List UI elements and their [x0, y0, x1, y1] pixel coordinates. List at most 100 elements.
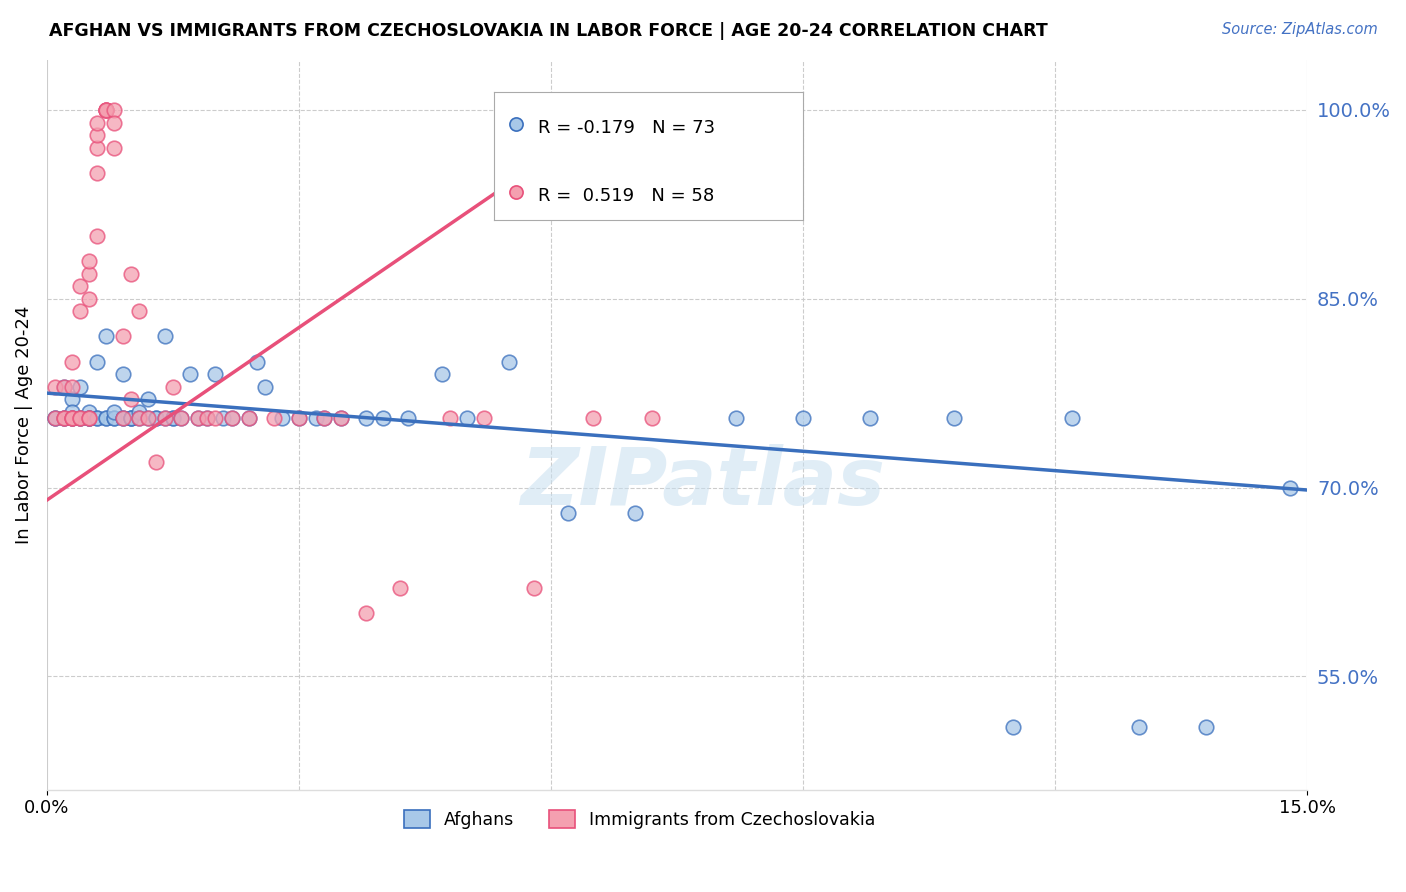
Point	[111, 368, 134, 382]
Text: AFGHAN VS IMMIGRANTS FROM CZECHOSLOVAKIA IN LABOR FORCE | AGE 20-24 CORRELATION : AFGHAN VS IMMIGRANTS FROM CZECHOSLOVAKIA…	[49, 22, 1047, 40]
Point	[136, 411, 159, 425]
Point	[1128, 720, 1150, 734]
Point	[120, 392, 142, 407]
Point	[77, 405, 100, 419]
Point	[170, 411, 193, 425]
Point	[44, 411, 66, 425]
Point	[86, 128, 108, 142]
Point	[77, 411, 100, 425]
Point	[69, 411, 91, 425]
Point	[77, 254, 100, 268]
Point	[388, 581, 411, 595]
Point	[52, 411, 75, 425]
Point	[1060, 411, 1083, 425]
Point	[69, 411, 91, 425]
Point	[94, 103, 117, 117]
Point	[254, 380, 277, 394]
Point	[1279, 481, 1302, 495]
Point	[111, 411, 134, 425]
Point	[145, 455, 167, 469]
Point	[624, 506, 647, 520]
Y-axis label: In Labor Force | Age 20-24: In Labor Force | Age 20-24	[15, 305, 32, 544]
Point	[145, 411, 167, 425]
Point	[288, 411, 311, 425]
Point	[943, 411, 966, 425]
Point	[263, 411, 285, 425]
Point	[103, 103, 125, 117]
Point	[354, 607, 377, 621]
Point	[179, 368, 201, 382]
Point	[430, 368, 453, 382]
Point	[86, 166, 108, 180]
Point	[238, 411, 260, 425]
Point	[69, 411, 91, 425]
Point	[523, 581, 546, 595]
Point	[120, 411, 142, 425]
Point	[354, 411, 377, 425]
Point	[86, 115, 108, 129]
Point	[44, 411, 66, 425]
Text: Source: ZipAtlas.com: Source: ZipAtlas.com	[1222, 22, 1378, 37]
Point	[60, 392, 83, 407]
Point	[86, 141, 108, 155]
Point	[330, 411, 353, 425]
Point	[94, 329, 117, 343]
Point	[86, 228, 108, 243]
Point	[77, 411, 100, 425]
Point	[94, 411, 117, 425]
Point	[120, 411, 142, 425]
Point	[60, 411, 83, 425]
Point	[60, 411, 83, 425]
Point	[128, 411, 150, 425]
Point	[120, 267, 142, 281]
Point	[145, 411, 167, 425]
Point	[724, 411, 747, 425]
Point	[69, 279, 91, 293]
Point	[330, 411, 353, 425]
Point	[153, 411, 176, 425]
Point	[238, 411, 260, 425]
Point	[77, 411, 100, 425]
Point	[60, 411, 83, 425]
Point	[187, 411, 209, 425]
Legend: Afghans, Immigrants from Czechoslovakia: Afghans, Immigrants from Czechoslovakia	[396, 803, 882, 836]
Point	[111, 411, 134, 425]
Point	[52, 411, 75, 425]
Point	[52, 411, 75, 425]
Point	[314, 411, 336, 425]
Point	[204, 411, 226, 425]
Point	[153, 411, 176, 425]
Point	[94, 103, 117, 117]
Point	[128, 411, 150, 425]
Point	[77, 267, 100, 281]
Point	[204, 368, 226, 382]
Point	[305, 411, 328, 425]
Point	[195, 411, 218, 425]
Point	[86, 411, 108, 425]
Point	[221, 411, 243, 425]
Point	[195, 411, 218, 425]
Point	[439, 411, 461, 425]
Point	[44, 411, 66, 425]
Point	[128, 405, 150, 419]
Point	[582, 411, 605, 425]
Point	[60, 380, 83, 394]
Point	[86, 354, 108, 368]
Point	[69, 380, 91, 394]
Point	[69, 304, 91, 318]
Point	[288, 411, 311, 425]
Point	[94, 411, 117, 425]
Point	[136, 392, 159, 407]
Point	[77, 292, 100, 306]
Point	[396, 411, 419, 425]
Point	[136, 411, 159, 425]
Point	[557, 506, 579, 520]
Point	[162, 380, 184, 394]
Point	[153, 329, 176, 343]
Point	[221, 411, 243, 425]
Point	[60, 411, 83, 425]
Point	[641, 411, 664, 425]
Point	[69, 411, 91, 425]
Point	[103, 411, 125, 425]
Point	[120, 411, 142, 425]
